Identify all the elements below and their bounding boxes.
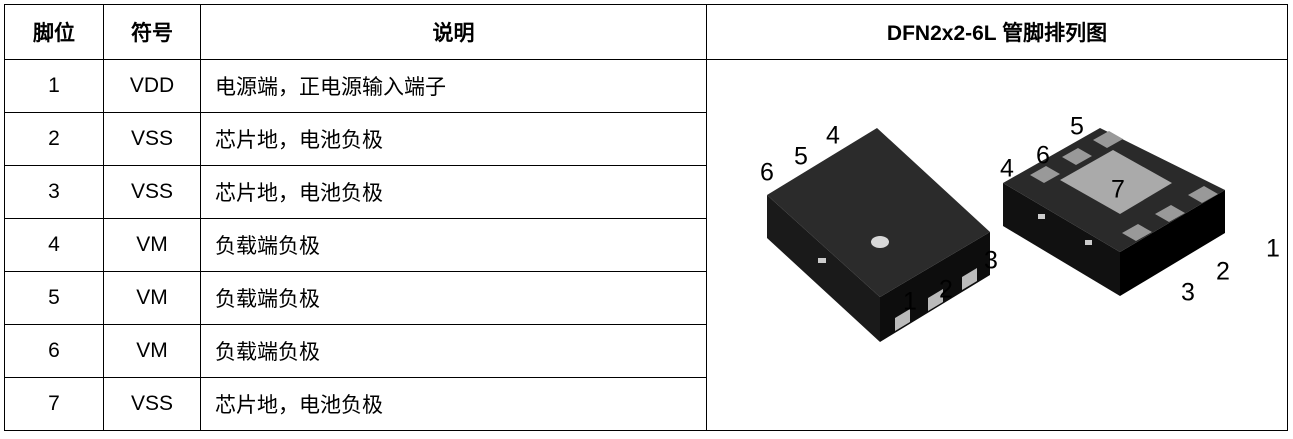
symbol-cell: VSS [103,377,201,431]
symbol-cell: VM [103,324,201,378]
table-row: 1 VDD 电源端，正电源输入端子 [4,59,1288,431]
symbol-cell: VSS [103,165,201,219]
header-row: 脚位 符号 说明 DFN2x2-6L 管脚排列图 [4,4,1288,60]
header-cell: 说明 [200,4,707,60]
symbol-cell: VM [103,218,201,272]
pin-cell: 2 [4,112,104,166]
symbol-cell: VM [103,271,201,325]
description-cell: 芯片地，电池负极 [200,112,707,166]
pin-cell: 7 [4,377,104,431]
pin-cell: 6 [4,324,104,378]
description-cell: 负载端负极 [200,218,707,272]
header-cell: 脚位 [4,4,104,60]
table-row: 5 VM 负载端负极 [4,271,1288,325]
header-cell: DFN2x2-6L 管脚排列图 [706,4,1288,60]
description-cell: 芯片地，电池负极 [200,165,707,219]
diagram-cell [706,59,1288,431]
description-cell: 负载端负极 [200,271,707,325]
pin-cell: 5 [4,271,104,325]
pin-table: 脚位 符号 说明 DFN2x2-6L 管脚排列图 1 VDD 电源端，正电源输入端子 2 VS… [4,4,1288,431]
pin-cell: 1 [4,59,104,113]
table-row: 2 VSS 芯片地，电池负极 [4,112,1288,166]
header-cell: 符号 [103,4,201,60]
symbol-cell: VDD [103,59,201,113]
symbol-cell: VSS [103,112,201,166]
description-cell: 电源端，正电源输入端子 [200,59,707,113]
pin-cell: 4 [4,218,104,272]
table-row: 3 VSS 芯片地，电池负极 [4,165,1288,219]
pin-cell: 3 [4,165,104,219]
table-body: 1 VDD 电源端，正电源输入端子 2 VSS 芯片地，电池负极 3 VSS 芯片地，电池负极 4… [4,59,1288,431]
description-cell: 负载端负极 [200,324,707,378]
description-cell: 芯片地，电池负极 [200,377,707,431]
table-row: 6 VM 负载端负极 [4,324,1288,378]
table-row: 7 VSS 芯片地，电池负极 [4,377,1288,431]
